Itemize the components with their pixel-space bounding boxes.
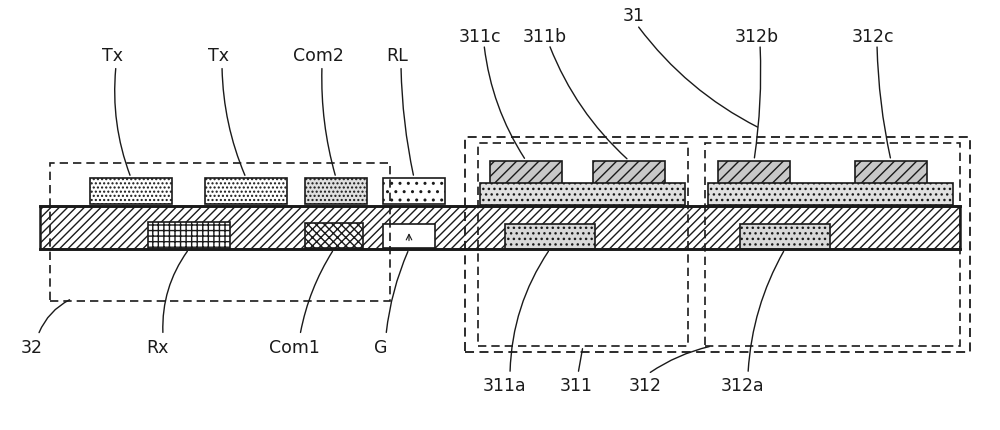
Bar — [90, 178, 172, 204]
Bar — [593, 161, 665, 185]
Text: 32: 32 — [21, 338, 43, 356]
Bar — [305, 178, 367, 204]
Text: 312b: 312b — [735, 28, 779, 46]
Bar — [855, 161, 927, 185]
Text: 311a: 311a — [482, 376, 526, 394]
Text: 311: 311 — [560, 376, 592, 394]
Bar — [505, 224, 595, 249]
Text: 312a: 312a — [720, 376, 764, 394]
Bar — [708, 184, 953, 206]
Text: G: G — [374, 338, 388, 356]
Bar — [40, 206, 960, 249]
Bar — [205, 178, 287, 204]
Text: 312c: 312c — [852, 28, 894, 46]
Bar — [305, 224, 363, 249]
Text: RL: RL — [386, 47, 408, 65]
Text: Com1: Com1 — [269, 338, 319, 356]
Bar — [480, 184, 685, 206]
Bar — [740, 224, 830, 249]
Text: 311c: 311c — [459, 28, 501, 46]
Bar — [383, 225, 435, 249]
Text: Tx: Tx — [208, 47, 228, 65]
Bar — [40, 206, 960, 249]
Bar — [490, 161, 562, 185]
Text: Tx: Tx — [102, 47, 122, 65]
Bar — [478, 144, 688, 346]
Bar — [718, 161, 790, 185]
Bar — [705, 144, 960, 346]
Text: 311b: 311b — [523, 28, 567, 46]
Text: Com2: Com2 — [293, 47, 343, 65]
Bar — [465, 138, 970, 353]
Text: 31: 31 — [623, 7, 645, 25]
Text: Rx: Rx — [146, 338, 168, 356]
Bar — [383, 178, 445, 204]
Bar — [148, 223, 230, 249]
Text: 312: 312 — [629, 376, 662, 394]
Bar — [50, 163, 390, 301]
